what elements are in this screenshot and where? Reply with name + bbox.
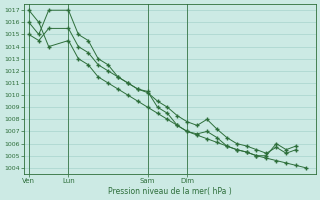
X-axis label: Pression niveau de la mer( hPa ): Pression niveau de la mer( hPa ) bbox=[108, 187, 232, 196]
